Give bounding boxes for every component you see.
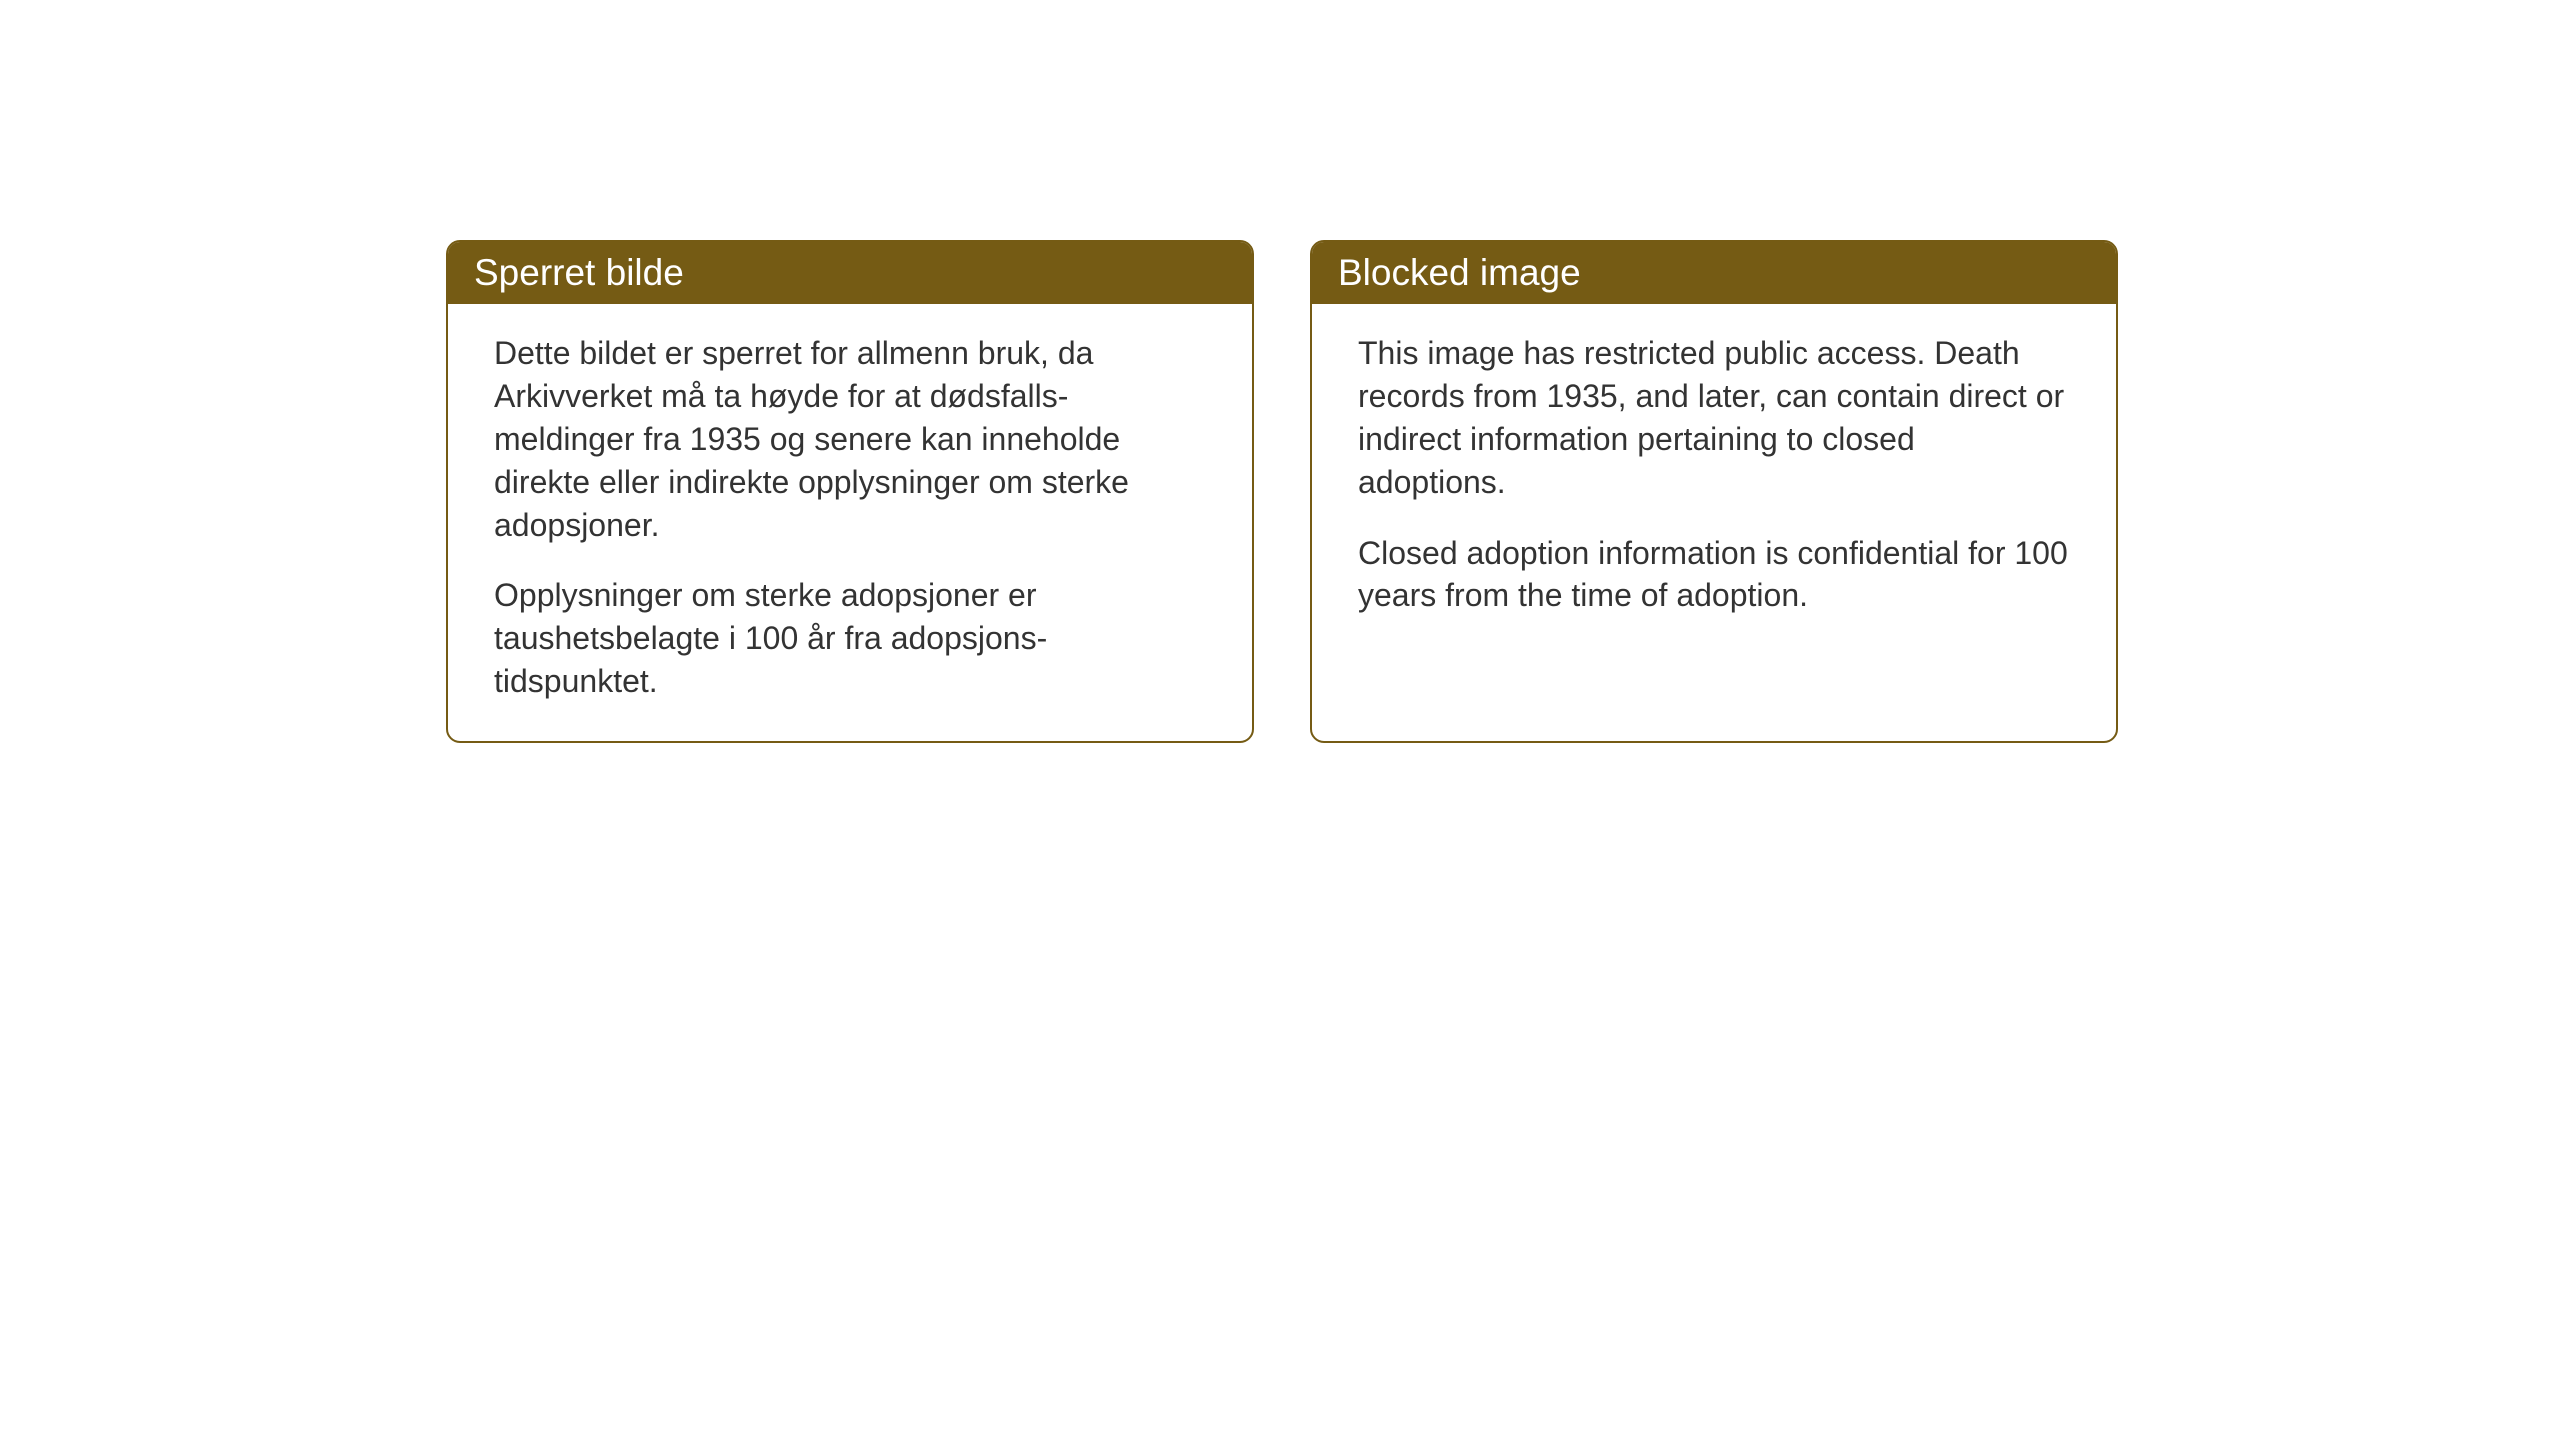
notice-header-english: Blocked image xyxy=(1312,242,2116,304)
notice-body-norwegian: Dette bildet er sperret for allmenn bruk… xyxy=(448,304,1252,741)
notice-paragraph: This image has restricted public access.… xyxy=(1358,332,2070,504)
notice-box-english: Blocked image This image has restricted … xyxy=(1310,240,2118,743)
notice-container: Sperret bilde Dette bildet er sperret fo… xyxy=(446,240,2118,743)
notice-paragraph: Dette bildet er sperret for allmenn bruk… xyxy=(494,332,1206,546)
notice-body-english: This image has restricted public access.… xyxy=(1312,304,2116,655)
notice-paragraph: Closed adoption information is confident… xyxy=(1358,532,2070,618)
notice-paragraph: Opplysninger om sterke adopsjoner er tau… xyxy=(494,574,1206,703)
notice-box-norwegian: Sperret bilde Dette bildet er sperret fo… xyxy=(446,240,1254,743)
notice-header-norwegian: Sperret bilde xyxy=(448,242,1252,304)
